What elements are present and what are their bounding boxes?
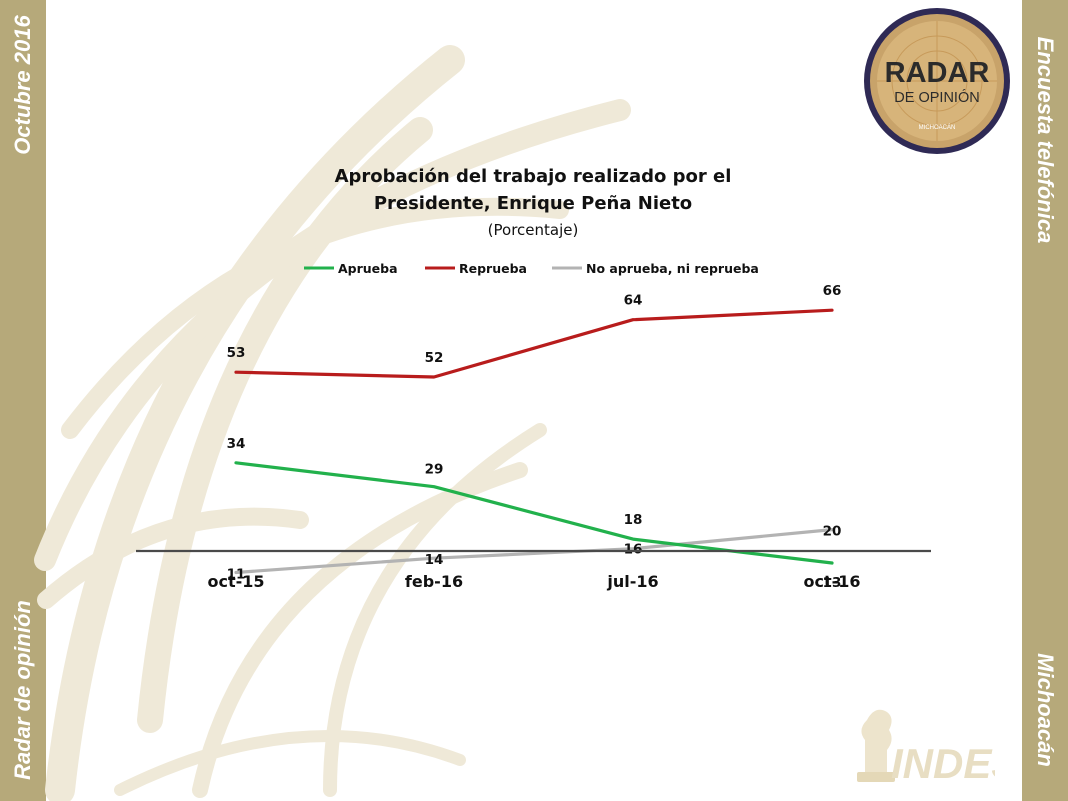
series-line-reprueba bbox=[234, 308, 834, 379]
radar-de-opinion-logo: RADAR DE OPINIÓN MICHOACÁN bbox=[864, 8, 1010, 154]
logo-line2: DE OPINIÓN bbox=[894, 89, 979, 106]
data-label-no-aprueba-ni-reprueba-oct-16: 20 bbox=[823, 524, 842, 540]
x-tick-jul-16: jul-16 bbox=[606, 572, 658, 591]
data-label-reprueba-jul-16: 64 bbox=[624, 293, 643, 309]
x-tick-oct-15: oct-15 bbox=[207, 572, 264, 591]
indes-logo: INDES bbox=[857, 709, 995, 785]
chart-title-line2: Presidente, Enrique Peña Nieto bbox=[374, 193, 692, 214]
data-label-reprueba-oct-16: 66 bbox=[823, 283, 842, 299]
data-label-aprueba-feb-16: 29 bbox=[425, 462, 444, 478]
logo-line3: MICHOACÁN bbox=[919, 124, 956, 131]
x-tick-feb-16: feb-16 bbox=[405, 572, 463, 591]
legend-label-no-aprueba-ni-reprueba: No aprueba, ni reprueba bbox=[586, 261, 759, 276]
series-lines bbox=[234, 308, 834, 575]
x-axis-tick-labels: oct-15 feb-16 jul-16 oct-16 bbox=[207, 572, 860, 591]
logo-line1: RADAR bbox=[885, 57, 990, 89]
chart-legend: Aprueba Reprueba No aprueba, ni reprueba bbox=[304, 261, 759, 276]
chart-subtitle: (Porcentaje) bbox=[488, 221, 579, 239]
series-line-no-aprueba-ni-reprueba bbox=[234, 527, 834, 575]
chart-title-line1: Aprobación del trabajo realizado por el bbox=[335, 166, 732, 187]
data-label-no-aprueba-ni-reprueba-jul-16: 16 bbox=[624, 542, 643, 558]
data-label-no-aprueba-ni-reprueba-feb-16: 14 bbox=[425, 552, 444, 568]
right-side-band bbox=[1022, 0, 1068, 801]
data-label-reprueba-oct-15: 53 bbox=[227, 345, 246, 361]
left-side-band bbox=[0, 0, 46, 801]
data-label-reprueba-feb-16: 52 bbox=[425, 350, 444, 366]
indes-text: INDES bbox=[891, 740, 995, 785]
data-label-aprueba-jul-16: 18 bbox=[624, 512, 643, 528]
legend-label-aprueba: Aprueba bbox=[338, 261, 398, 276]
data-label-aprueba-oct-15: 34 bbox=[227, 436, 246, 452]
legend-label-reprueba: Reprueba bbox=[459, 261, 527, 276]
data-label-aprueba-oct-16: 13 bbox=[823, 575, 842, 591]
data-labels: 34 29 18 13 53 52 64 66 11 14 16 20 bbox=[227, 283, 842, 591]
series-line-aprueba bbox=[234, 461, 834, 565]
x-tick-oct-16: oct-16 bbox=[803, 572, 860, 591]
data-label-no-aprueba-ni-reprueba-oct-15: 11 bbox=[227, 567, 246, 583]
